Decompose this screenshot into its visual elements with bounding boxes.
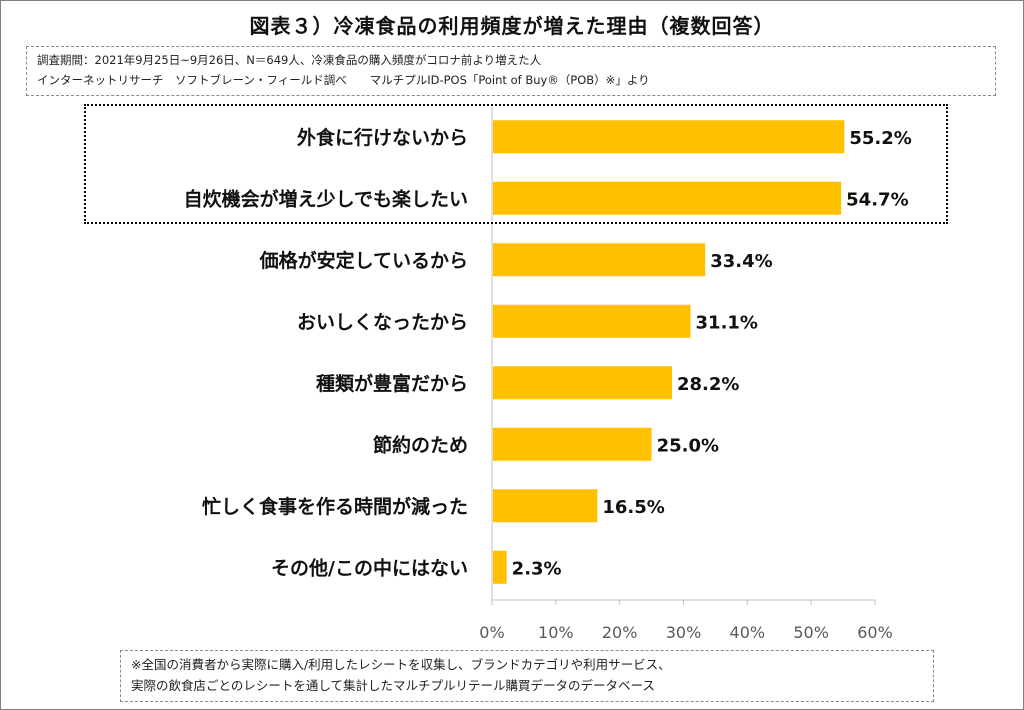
value-label: 33.4% bbox=[710, 251, 772, 272]
value-label: 16.5% bbox=[602, 497, 664, 518]
x-tick-label: 40% bbox=[730, 623, 766, 642]
highlight-box bbox=[84, 104, 948, 224]
category-label: 自炊機会が増え少しでも楽したい bbox=[184, 187, 468, 210]
bar bbox=[493, 550, 507, 584]
bar bbox=[493, 304, 691, 338]
value-label: 2.3% bbox=[512, 558, 562, 579]
value-label: 28.2% bbox=[677, 374, 739, 395]
category-label: 忙しく食事を作る時間が減った bbox=[202, 495, 468, 518]
x-tick-label: 20% bbox=[602, 623, 638, 642]
category-label: 外食に行けないから bbox=[297, 126, 468, 149]
category-label: 節約のため bbox=[373, 433, 468, 456]
source-line-1: 調査期間：2021年9月25日~9月26日、N＝649人、冷凍食品の購入頻度がコ… bbox=[37, 53, 542, 67]
x-tick-label: 30% bbox=[666, 623, 702, 642]
bar bbox=[493, 243, 706, 277]
source-line-2: インターネットリサーチ ソフトブレーン・フィールド調べ マルチプルID-POS「… bbox=[37, 73, 650, 87]
footnote-line-2: 実際の飲食店ごとのレシートを通して集計したマルチプルリテール購買データのデータベ… bbox=[131, 678, 655, 693]
bar bbox=[493, 120, 845, 154]
source-note: 調査期間：2021年9月25日~9月26日、N＝649人、冷凍食品の購入頻度がコ… bbox=[26, 46, 996, 96]
footnote-line-1: ※全国の消費者から実際に購入/利用したレシートを収集し、ブランドカテゴリや利用サ… bbox=[131, 657, 671, 672]
x-tick-label: 50% bbox=[793, 623, 829, 642]
x-tick-label: 10% bbox=[538, 623, 574, 642]
bar bbox=[493, 181, 842, 215]
value-label: 25.0% bbox=[657, 435, 719, 456]
category-label: その他/この中にはない bbox=[271, 556, 468, 579]
value-label: 55.2% bbox=[849, 128, 911, 149]
category-label: おいしくなったから bbox=[297, 311, 468, 333]
chart-title: 図表３）冷凍食品の利用頻度が増えた理由（複数回答） bbox=[249, 14, 775, 38]
x-tick-label: 0% bbox=[479, 623, 504, 642]
category-label: 価格が安定しているから bbox=[259, 249, 468, 272]
bar bbox=[493, 489, 598, 523]
x-tick-label: 60% bbox=[857, 623, 893, 642]
category-label: 種類が豊富だから bbox=[316, 372, 468, 395]
bar bbox=[493, 366, 673, 400]
footnote: ※全国の消費者から実際に購入/利用したレシートを収集し、ブランドカテゴリや利用サ… bbox=[120, 650, 934, 702]
value-label: 31.1% bbox=[696, 312, 758, 333]
bar bbox=[493, 427, 652, 461]
value-label: 54.7% bbox=[846, 189, 908, 210]
